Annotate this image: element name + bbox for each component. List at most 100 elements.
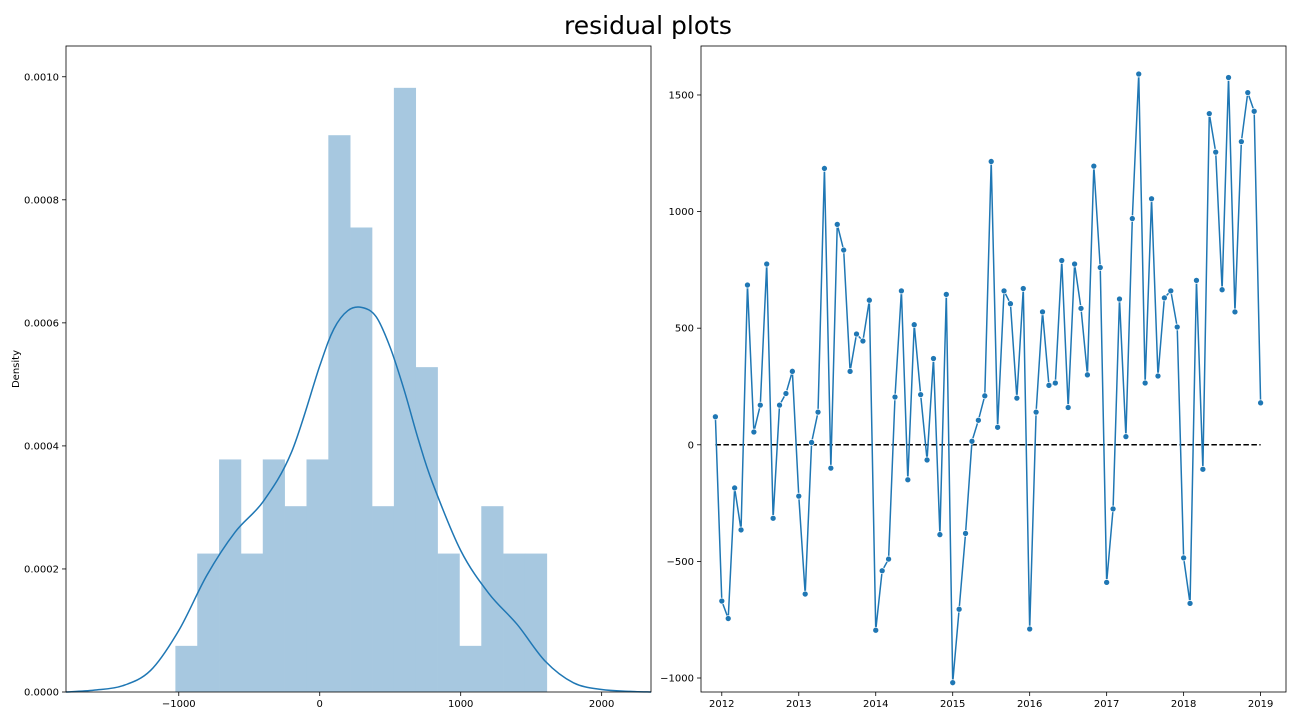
residual-point <box>776 401 783 409</box>
residual-point <box>840 246 848 254</box>
residual-point <box>789 367 796 375</box>
residual-point <box>853 330 860 338</box>
residual-point <box>865 296 873 304</box>
x-tick-label: 2000 <box>589 699 614 710</box>
residual-point <box>930 355 937 362</box>
residual-point <box>1141 379 1149 387</box>
residual-point <box>891 393 899 401</box>
residual-line <box>714 73 1262 683</box>
residual-point <box>1032 408 1040 416</box>
residual-point <box>968 437 976 445</box>
residual-point <box>1244 89 1252 96</box>
residual-point <box>955 605 963 613</box>
residual-point <box>936 531 944 538</box>
x-tick-label: 2019 <box>1248 699 1273 710</box>
y-tick-label: 0.0000 <box>24 688 59 699</box>
histogram-bar <box>328 135 351 692</box>
x-tick-label: 2018 <box>1171 699 1196 710</box>
histogram-bar <box>306 459 329 692</box>
residual-point <box>1135 70 1143 78</box>
residual-point <box>1084 371 1091 379</box>
residual-point <box>1250 107 1258 115</box>
histogram-bar <box>437 553 460 692</box>
y-tick-label: −1000 <box>660 674 694 685</box>
residual-point <box>1045 381 1053 389</box>
residual-line-panel: 2012 2013 2014 2015 2016 2017 2018 2019 −1000 −50… <box>660 45 1287 710</box>
figure-title: residual plots <box>564 11 732 40</box>
residual-point <box>1238 138 1245 145</box>
histogram-panel: −1000 0 1000 2000 0.0000 0.0002 0.0004 0.0006 0.… <box>11 45 652 710</box>
y-tick-label: 0.0006 <box>24 318 59 329</box>
residual-point <box>1077 305 1085 312</box>
y-tick-label: −500 <box>667 557 694 568</box>
residual-point <box>827 464 835 472</box>
kde-curve <box>65 306 652 693</box>
residual-point <box>1071 260 1078 268</box>
residual-point <box>898 287 905 295</box>
residual-point <box>763 260 771 268</box>
histogram-bar <box>459 645 482 692</box>
y-tick-label: 0.0010 <box>24 72 59 83</box>
histogram-bar <box>393 87 417 693</box>
residual-point <box>942 291 950 298</box>
residual-point <box>808 439 815 446</box>
residual-point <box>1212 148 1220 156</box>
residual-point <box>1039 308 1046 316</box>
residual-point <box>1103 579 1111 586</box>
residual-point <box>1058 257 1066 264</box>
histogram-bar <box>415 367 438 692</box>
residual-point <box>904 476 912 484</box>
residual-point <box>1231 308 1239 316</box>
residual-point <box>1154 372 1162 380</box>
residual-point <box>1116 295 1123 303</box>
residual-point <box>1090 162 1098 170</box>
residual-point <box>981 392 989 400</box>
y-tick-label: 0 <box>688 440 694 451</box>
residual-point <box>1019 285 1027 292</box>
residual-point <box>1167 287 1175 295</box>
y-tick-label: 1000 <box>669 207 694 218</box>
residual-point <box>737 526 745 534</box>
residual-point <box>872 626 880 634</box>
residual-point <box>731 484 738 492</box>
residual-point <box>949 679 957 687</box>
residual-point <box>1173 323 1181 331</box>
residual-point <box>744 281 751 289</box>
residual-point <box>975 416 982 424</box>
x-tick-label: 2017 <box>1094 699 1119 710</box>
histogram-bar <box>524 553 548 692</box>
x-tick-label: 2013 <box>786 699 811 710</box>
residual-point <box>833 221 841 228</box>
histogram-bar <box>240 553 264 692</box>
residual-point <box>1161 294 1168 302</box>
residual-point <box>1205 110 1213 117</box>
y-tick-label: 1500 <box>669 90 694 101</box>
histogram-bar <box>197 553 220 692</box>
residual-point <box>750 428 758 436</box>
y-tick-label: 0.0004 <box>24 441 59 452</box>
residual-point <box>846 367 854 375</box>
residual-point <box>814 408 822 416</box>
residual-point <box>1193 277 1200 284</box>
x-tick-label: 2016 <box>1017 699 1042 710</box>
residual-point <box>1096 264 1104 271</box>
residual-point <box>1051 379 1059 387</box>
residual-point <box>1064 404 1072 411</box>
residual-point <box>1186 600 1194 607</box>
residual-point <box>782 390 790 397</box>
y-tick-label: 0.0002 <box>24 564 59 575</box>
residual-point <box>769 514 777 522</box>
residual-point <box>987 158 995 165</box>
axes-frame <box>65 45 652 693</box>
x-tick-label: 0 <box>317 699 323 710</box>
histogram-bar <box>372 506 395 692</box>
residual-point <box>712 413 719 421</box>
x-tick-label: 1000 <box>448 699 473 710</box>
residual-point <box>1257 399 1264 407</box>
residual-point <box>910 321 918 329</box>
residual-point <box>962 530 969 537</box>
residual-point <box>1007 300 1014 308</box>
residual-point <box>1148 195 1155 203</box>
residual-point <box>1122 433 1130 440</box>
